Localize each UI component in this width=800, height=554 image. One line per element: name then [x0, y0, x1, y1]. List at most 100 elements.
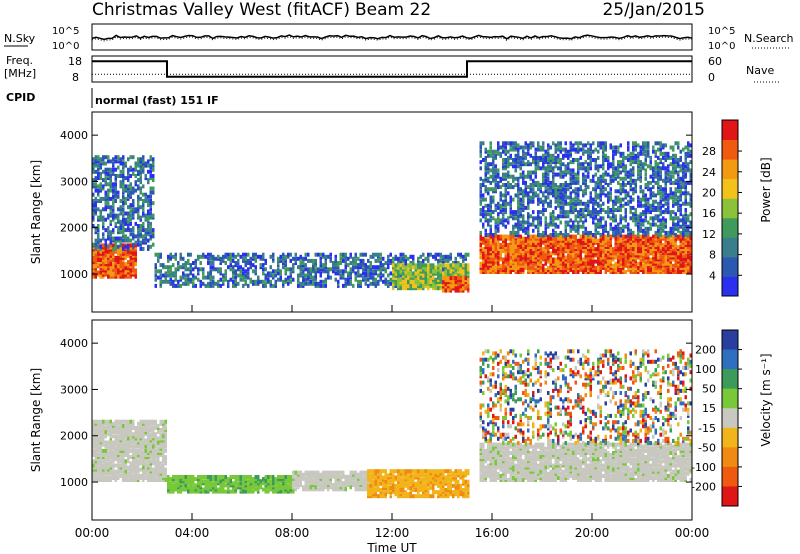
power-cell [589, 210, 592, 215]
power-cell [614, 233, 617, 237]
power-cell [604, 243, 607, 247]
power-cell [642, 265, 645, 270]
power-cell [494, 172, 497, 177]
power-cell [134, 234, 137, 239]
power-cell [527, 147, 530, 152]
power-cell [527, 240, 530, 245]
power-cell [104, 190, 107, 195]
power-cell [659, 143, 662, 148]
power-cell [444, 273, 447, 278]
power-cell [252, 279, 255, 284]
power-cell [614, 253, 617, 258]
power-cell [412, 284, 415, 289]
power-cell [544, 255, 547, 260]
power-cell [587, 170, 590, 175]
power-cell [607, 172, 610, 177]
power-cell [564, 199, 567, 204]
power-cell [422, 252, 425, 257]
power-cell [587, 149, 590, 154]
power-cell [527, 162, 530, 167]
power-cell [324, 254, 327, 259]
power-cell [494, 183, 497, 187]
power-cell [579, 185, 582, 190]
power-cell [109, 272, 112, 277]
power-cell [544, 149, 547, 154]
power-cell [92, 211, 95, 216]
power-cell [534, 183, 537, 187]
power-cell [684, 257, 687, 262]
power-cell [619, 199, 622, 204]
power-cell [627, 174, 630, 179]
power-cell [112, 230, 115, 235]
power-cell [127, 274, 130, 279]
power-cell [139, 234, 142, 239]
power-cell [374, 271, 377, 276]
power-cell [432, 284, 435, 289]
power-cell [394, 263, 397, 268]
power-cell [99, 244, 102, 249]
power-cell [119, 221, 122, 226]
power-cell [614, 172, 617, 177]
power-cell [114, 258, 117, 262]
power-cell [444, 288, 447, 293]
power-cell [524, 249, 527, 254]
power-cell [489, 180, 492, 185]
power-cell [407, 265, 410, 270]
power-cell [504, 261, 507, 266]
power-cell [482, 193, 485, 198]
power-cell [419, 254, 422, 259]
power-cell [449, 252, 452, 257]
power-cell [552, 251, 555, 256]
power-cell [122, 213, 125, 218]
power-cell [627, 147, 630, 152]
power-cell [602, 151, 605, 156]
power-cell [134, 221, 137, 226]
power-cell [559, 158, 562, 162]
power-cell [482, 251, 485, 256]
power-cell [619, 151, 622, 156]
power-cell [102, 232, 105, 237]
power-cell [619, 230, 622, 235]
power-cell [574, 147, 577, 152]
power-cell [584, 178, 587, 183]
power-cell [372, 254, 375, 259]
power-cell [107, 234, 110, 239]
power-cell [594, 251, 597, 256]
power-cell [119, 174, 122, 178]
power-cell [502, 208, 505, 212]
power-cell [457, 267, 460, 272]
power-cell [314, 273, 317, 278]
power-cell [359, 273, 362, 278]
power-cell [192, 283, 195, 288]
power-cell [532, 259, 535, 264]
power-cell [647, 164, 650, 169]
power-cell [554, 216, 557, 221]
power-cell [664, 201, 667, 206]
power-cell [612, 233, 615, 237]
power-cell [379, 263, 382, 268]
power-cell [114, 238, 117, 243]
power-cell [539, 199, 542, 204]
power-cell [262, 271, 265, 276]
power-cell [514, 143, 517, 148]
power-cell [557, 259, 560, 264]
power-cell [234, 279, 237, 284]
power-cell [487, 149, 490, 154]
power-cell [577, 214, 580, 219]
power-cell [519, 238, 522, 243]
power-cell [442, 263, 445, 268]
power-cell [627, 191, 630, 196]
power-cell [132, 213, 135, 218]
power-cell [512, 268, 515, 272]
power-cell [547, 201, 550, 206]
power-cell [112, 157, 115, 162]
power-cell [652, 172, 655, 177]
power-cell [529, 247, 532, 252]
power-cell [369, 281, 372, 286]
power-cell [492, 155, 495, 160]
power-cell [249, 279, 252, 284]
power-cell [112, 274, 115, 279]
power-cell [679, 234, 682, 239]
power-cell [504, 149, 507, 154]
power-cell [499, 191, 502, 196]
